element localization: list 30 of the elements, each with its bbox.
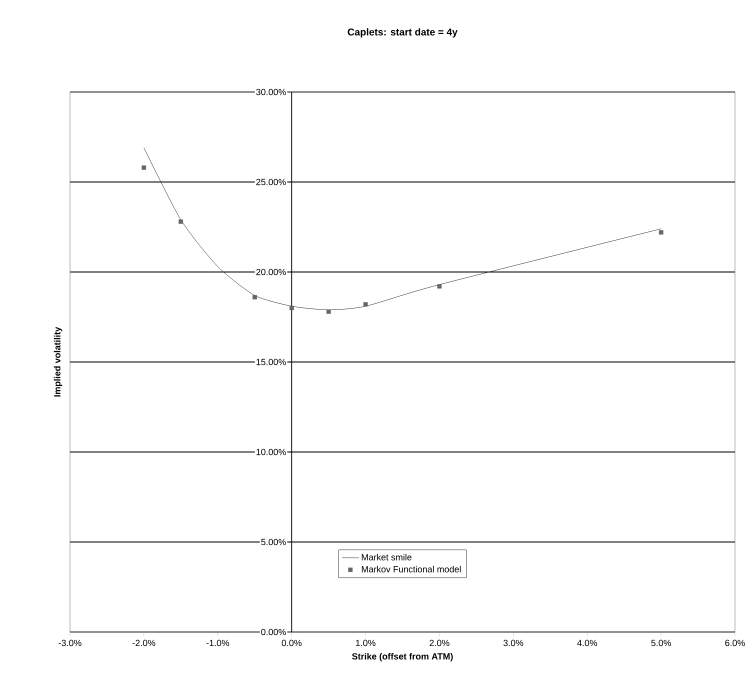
y-tick-label: 25.00% (256, 178, 286, 186)
chart-title: Caplets: start date = 4y (348, 28, 458, 38)
point (363, 302, 368, 307)
x-tick-label: 4.0% (577, 640, 598, 646)
x-tick-label: -2.0% (132, 640, 156, 646)
y-tick-label: 5.00% (261, 538, 286, 546)
x-tick-label: 1.0% (356, 640, 376, 646)
point (658, 230, 664, 235)
x-tick-label: 0.0% (282, 640, 302, 646)
x-tick-label: 3.0% (503, 640, 524, 646)
y-tick-label: 0.00% (261, 628, 286, 636)
y-tick-label: 15.00% (256, 358, 286, 366)
point (437, 284, 442, 289)
y-axis-title: Implied volatility (54, 326, 62, 397)
x-tick-label: -1.0% (206, 640, 230, 646)
y-tick-label: 10.00% (256, 448, 286, 456)
point (142, 165, 146, 170)
y-tick-label: 30.00% (256, 88, 286, 96)
x-tick-label: -3.0% (58, 640, 82, 646)
x-axis-title: Strike (offset from ATM) (352, 652, 453, 662)
point (289, 306, 294, 310)
x-tick-label: 2.0% (430, 640, 450, 646)
x-tick-label: 5.0% (651, 640, 672, 646)
point (252, 295, 257, 300)
point (326, 309, 331, 314)
legend-label: Market smile (362, 554, 412, 560)
y-tick-label: 20.00% (256, 268, 286, 276)
legend-label: Markov Functional model (362, 566, 461, 572)
x-tick-label: 6.0% (725, 640, 745, 646)
point (178, 219, 184, 224)
